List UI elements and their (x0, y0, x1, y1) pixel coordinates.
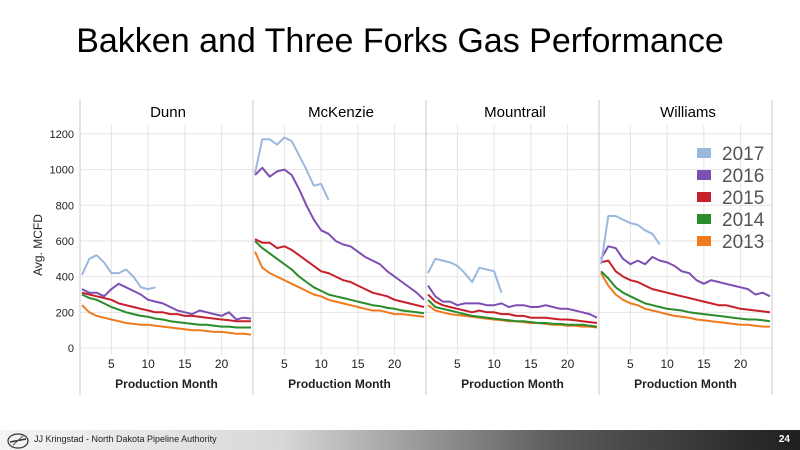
x-tick-label: 10 (314, 357, 328, 371)
series-line-2013 (81, 304, 252, 336)
legend-label-2017: 2017 (722, 144, 764, 165)
x-tick-label: 15 (178, 357, 192, 371)
x-tick-label: 15 (524, 357, 538, 371)
slide-title: Bakken and Three Forks Gas Performance (76, 22, 724, 60)
series-line-2016 (81, 282, 252, 321)
series-line-2013 (600, 272, 770, 328)
legend-swatch-2017 (697, 148, 711, 158)
chart-area: 0 200 400 600 800 1000 1200 5 10 15 20 Production M… (31, 100, 773, 395)
legend-label-2016: 2016 (722, 166, 764, 187)
series-line-2017 (427, 257, 503, 294)
x-tick-label: 20 (215, 357, 229, 371)
footer-text: JJ Kringstad - North Dakota Pipeline Aut… (34, 434, 217, 444)
y-tick-label: 0 (68, 343, 74, 355)
x-tick-label: 5 (454, 357, 461, 371)
legend-label-2013: 2013 (722, 232, 764, 253)
series-line-2017 (254, 136, 330, 201)
series-line-2015 (254, 238, 425, 308)
panel-title-mckenzie: McKenzie (308, 104, 374, 121)
y-axis-label: Avg. MCFD (31, 214, 45, 276)
series-line-2013 (254, 251, 425, 318)
x-tick-label: 20 (561, 357, 575, 371)
series-line-2017 (600, 215, 661, 265)
series-line-2014 (427, 299, 598, 328)
series-line-2015 (427, 293, 598, 324)
legend-swatch-2013 (697, 236, 711, 246)
legend-label-2015: 2015 (722, 188, 764, 209)
x-tick-label: 10 (487, 357, 501, 371)
series-line-2014 (81, 293, 251, 329)
legend-swatch-2016 (697, 170, 711, 180)
footer-bar (0, 430, 800, 450)
x-tick-label: 10 (141, 357, 155, 371)
x-tick-label: 15 (697, 357, 711, 371)
y-tick-label: 400 (56, 272, 74, 284)
panel-title-dunn: Dunn (150, 104, 186, 121)
series-line-2017 (81, 254, 156, 291)
series-line-2014 (600, 270, 771, 323)
y-tick-label: 200 (56, 307, 74, 319)
x-axis-label: Production Month (461, 377, 564, 391)
x-tick-label: 5 (108, 357, 115, 371)
x-axis-label: Production Month (115, 377, 218, 391)
series-line-2016 (600, 245, 771, 298)
legend-swatch-2014 (697, 214, 711, 224)
series-line-2015 (81, 291, 251, 323)
y-tick-label: 1200 (50, 129, 74, 141)
page-number: 24 (778, 434, 790, 445)
series-line-2016 (427, 285, 598, 319)
x-tick-label: 15 (351, 357, 365, 371)
x-tick-label: 10 (660, 357, 674, 371)
x-tick-label: 5 (281, 357, 288, 371)
series-line-2016 (254, 166, 425, 301)
x-tick-label: 20 (388, 357, 402, 371)
legend-swatch-2015 (697, 192, 711, 202)
x-axis-label: Production Month (288, 377, 391, 391)
panel-title-mountrail: Mountrail (484, 104, 546, 121)
series-line-2014 (254, 240, 425, 315)
panel-title-williams: Williams (660, 104, 716, 121)
y-tick-label: 1000 (50, 165, 74, 177)
legend-label-2014: 2014 (722, 210, 765, 231)
x-tick-label: 20 (734, 357, 748, 371)
x-axis-label: Production Month (634, 377, 737, 391)
x-tick-label: 5 (627, 357, 634, 371)
series-line-2015 (600, 259, 771, 314)
y-tick-label: 600 (56, 236, 74, 248)
pipeline-authority-logo (7, 433, 29, 449)
y-tick-label: 800 (56, 200, 74, 212)
